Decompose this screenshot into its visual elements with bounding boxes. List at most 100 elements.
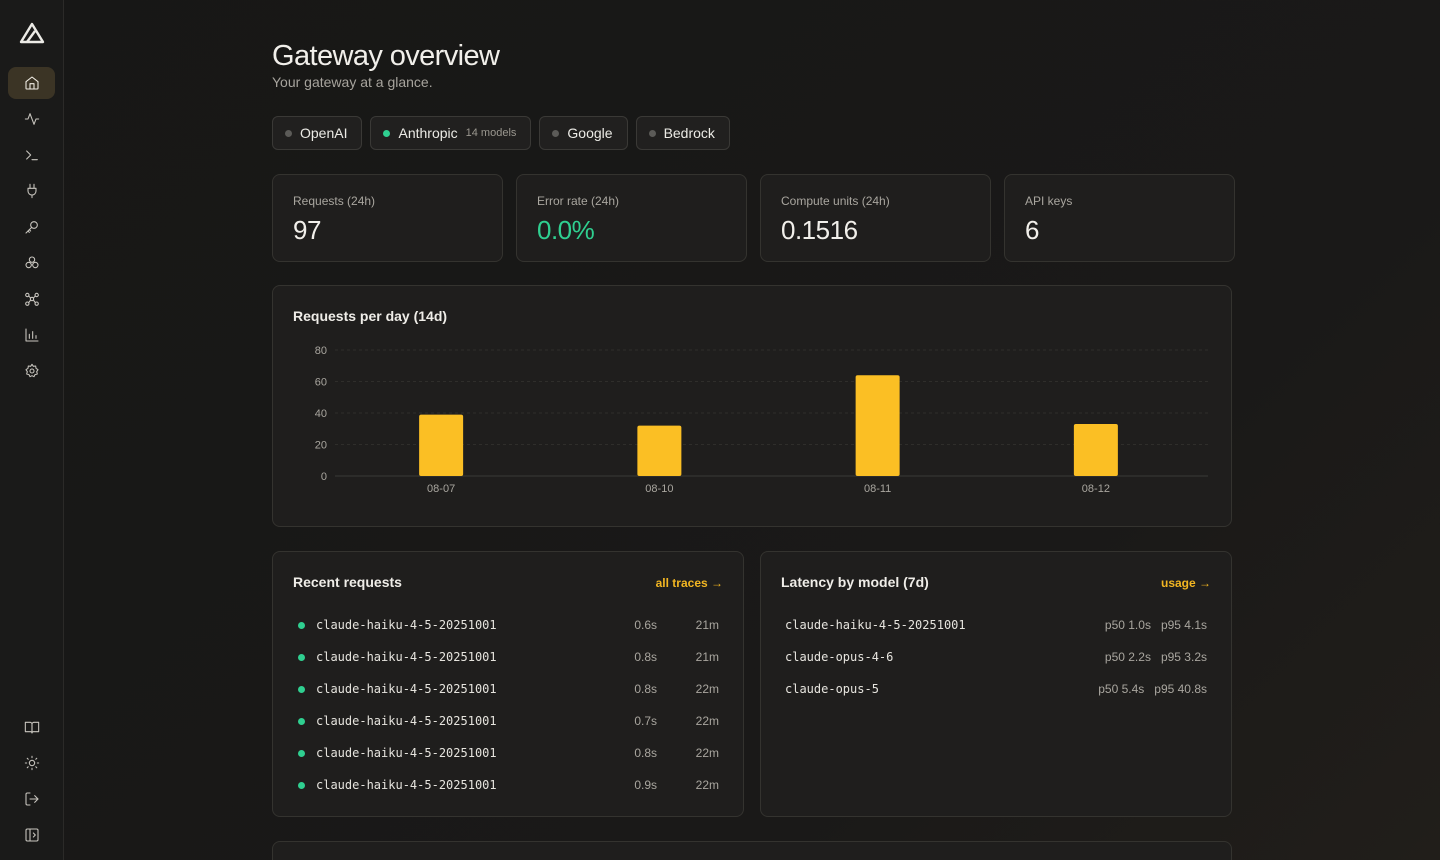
key-icon: [24, 221, 38, 234]
list-item[interactable]: claude-opus-4-6 p50 2.2s p95 3.2s: [781, 647, 1211, 667]
nav-docs[interactable]: [8, 711, 55, 743]
stat-value: 6: [1025, 215, 1039, 245]
y-tick-label: 40: [315, 408, 327, 420]
requests-chart-card: Requests per day (14d) 0 20 40 60 80 08-07 08-…: [272, 285, 1232, 527]
nav-activity[interactable]: [8, 103, 55, 135]
stat-value: 97: [293, 215, 321, 245]
bar: [855, 375, 900, 476]
latency-p95: p95 4.1s: [1160, 618, 1207, 632]
latency-model: claude-opus-4-6: [785, 650, 894, 664]
nav-home[interactable]: [8, 67, 55, 99]
table-row[interactable]: claude-haiku-4-5-20251001 0.6s 21m: [293, 615, 723, 635]
gear-icon: [24, 363, 39, 378]
status-dot: [298, 621, 305, 629]
stat-value: 0.0%: [537, 215, 595, 245]
nav-theme-toggle[interactable]: [8, 747, 55, 779]
table-row[interactable]: claude-haiku-4-5-20251001 0.7s 22m: [293, 711, 723, 731]
latency-title: Latency by model (7d): [781, 574, 929, 590]
stat-error-rate: Error rate (24h) 0.0%: [516, 174, 747, 262]
latency-percentiles: p50 1.0s p95 4.1s: [1105, 618, 1207, 632]
request-duration: 0.8s: [634, 682, 657, 696]
x-tick-label: 08-12: [1082, 483, 1110, 495]
stat-compute-units: Compute units (24h) 0.1516: [760, 174, 991, 262]
sidebar: [0, 0, 64, 860]
recent-requests-card: Recent requests all traces → claude-haik…: [272, 551, 744, 817]
request-duration: 0.7s: [634, 714, 657, 728]
bar: [1073, 424, 1118, 476]
latency-p50: p50 1.0s: [1104, 618, 1151, 632]
request-age: 22m: [695, 714, 719, 728]
request-age: 21m: [695, 650, 719, 664]
list-item[interactable]: claude-opus-5 p50 5.4s p95 40.8s: [781, 679, 1211, 699]
stat-requests: Requests (24h) 97: [272, 174, 503, 262]
request-model: claude-haiku-4-5-20251001: [316, 746, 497, 760]
all-traces-link[interactable]: all traces →: [655, 576, 723, 590]
status-dot: [285, 129, 292, 137]
next-section-card: [272, 841, 1232, 860]
x-tick-label: 08-07: [427, 483, 455, 495]
book-icon: [24, 721, 39, 734]
request-model: claude-haiku-4-5-20251001: [316, 778, 497, 792]
y-tick-label: 20: [315, 440, 327, 452]
latency-p50: p50 5.4s: [1098, 682, 1145, 696]
requests-bar-chart: 0 20 40 60 80 08-07 08-10 08-11 08-12: [315, 345, 1208, 495]
stat-cards: Requests (24h) 97 Error rate (24h) 0.0% …: [272, 174, 1235, 262]
provider-name: Bedrock: [663, 125, 715, 141]
y-tick-label: 0: [321, 471, 327, 483]
nav-usage[interactable]: [8, 319, 55, 351]
activity-icon: [24, 113, 39, 125]
y-tick-label: 80: [315, 345, 327, 357]
sidebar-toggle-icon: [24, 828, 39, 842]
provider-name: Google: [567, 125, 613, 141]
table-row[interactable]: claude-haiku-4-5-20251001 0.8s 22m: [293, 743, 723, 763]
table-row[interactable]: claude-haiku-4-5-20251001 0.9s 22m: [293, 775, 723, 795]
status-dot: [648, 129, 656, 137]
stat-value: 0.1516: [781, 215, 858, 245]
nav-collapse-sidebar[interactable]: [8, 819, 55, 851]
nav-playground[interactable]: [8, 139, 55, 171]
bar-chart-icon: [24, 328, 39, 342]
latency-percentiles: p50 5.4s p95 40.8s: [1098, 682, 1207, 696]
y-tick-label: 60: [315, 377, 327, 389]
stat-api-keys: API keys 6: [1004, 174, 1235, 262]
request-age: 22m: [695, 682, 719, 696]
latency-model: claude-haiku-4-5-20251001: [785, 618, 966, 632]
page-title: Gateway overview: [272, 40, 500, 72]
nav-settings[interactable]: [8, 355, 55, 387]
stat-label: Error rate (24h): [537, 194, 620, 208]
chart-title: Requests per day (14d): [293, 308, 448, 324]
terminal-icon: [25, 150, 38, 161]
models-icon: [24, 256, 39, 269]
provider-name: Anthropic: [398, 125, 458, 141]
x-tick-label: 08-10: [645, 483, 673, 495]
provider-chip-openai[interactable]: OpenAI: [272, 116, 363, 150]
request-model: claude-haiku-4-5-20251001: [316, 682, 497, 696]
latency-p50: p50 2.2s: [1104, 650, 1151, 664]
request-age: 21m: [695, 618, 719, 632]
list-item[interactable]: claude-haiku-4-5-20251001 p50 1.0s p95 4.1…: [781, 615, 1211, 635]
stat-label: Compute units (24h): [781, 194, 890, 208]
logout-icon: [24, 792, 39, 806]
nav-integrations[interactable]: [8, 175, 55, 207]
request-model: claude-haiku-4-5-20251001: [316, 618, 497, 632]
provider-name: OpenAI: [300, 125, 348, 141]
request-duration: 0.6s: [634, 618, 657, 632]
provider-chip-bedrock[interactable]: Bedrock: [635, 116, 730, 150]
request-model: claude-haiku-4-5-20251001: [316, 714, 497, 728]
nav-routing[interactable]: [8, 283, 55, 315]
nav-api-keys[interactable]: [8, 211, 55, 243]
usage-link[interactable]: usage →: [1160, 576, 1211, 590]
latency-p95: p95 40.8s: [1154, 682, 1207, 696]
nav-logout[interactable]: [8, 783, 55, 815]
provider-chip-anthropic[interactable]: Anthropic 14 models: [370, 116, 532, 150]
table-row[interactable]: claude-haiku-4-5-20251001 0.8s 21m: [293, 647, 723, 667]
nav-models[interactable]: [8, 247, 55, 279]
stat-label: Requests (24h): [293, 194, 376, 208]
latency-model: claude-opus-5: [785, 682, 879, 696]
provider-chip-google[interactable]: Google: [539, 116, 628, 150]
logo-icon[interactable]: [19, 22, 45, 44]
table-row[interactable]: claude-haiku-4-5-20251001 0.8s 22m: [293, 679, 723, 699]
bar: [419, 414, 464, 476]
latency-card: Latency by model (7d) usage → claude-hai…: [760, 551, 1232, 817]
provider-model-count: 14 models: [465, 127, 517, 139]
